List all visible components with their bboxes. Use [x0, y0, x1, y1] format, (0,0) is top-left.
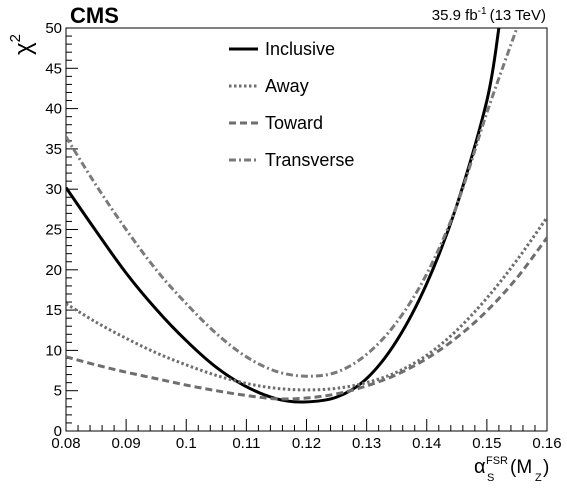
x-tick-label: 0.11 [232, 435, 260, 452]
x-axis-argument-open: (M [510, 457, 532, 478]
legend-label-away: Away [265, 76, 309, 96]
y-tick-label: 35 [45, 141, 62, 158]
y-tick-label: 15 [45, 302, 62, 319]
x-axis-title: α FSR S (M Z ) [474, 455, 549, 484]
y-tick-label: 20 [45, 262, 62, 279]
x-tick-label: 0.16 [532, 435, 561, 452]
y-tick-label: 50 [45, 20, 62, 37]
x-tick-label: 0.15 [472, 435, 501, 452]
y-tick-label: 30 [45, 181, 62, 198]
x-axis-ticks: 0.08 0.09 0.1 0.11 0.12 0.13 0.14 0.15 0.16 [51, 419, 562, 452]
y-axis-superscript: 2 [7, 34, 24, 42]
y-tick-label: 40 [45, 101, 62, 118]
luminosity-value: 35.9 fb [432, 7, 478, 24]
legend-label-transverse: Transverse [265, 150, 354, 170]
y-axis-symbol: χ [10, 42, 37, 55]
y-axis-ticks: 0 5 10 15 20 25 30 35 40 45 50 [45, 20, 78, 440]
x-tick-label: 0.12 [292, 435, 321, 452]
x-axis-argument-subscript: Z [535, 472, 542, 484]
x-axis-superscript: FSR [486, 455, 508, 467]
x-tick-label: 0.08 [51, 435, 80, 452]
x-axis-symbol: α [474, 456, 486, 478]
y-tick-label: 45 [45, 60, 62, 77]
series-line-toward [66, 236, 547, 401]
x-axis-subscript: S [487, 472, 494, 484]
experiment-label: CMS [70, 3, 119, 28]
y-axis-title: χ2 [7, 34, 37, 55]
y-tick-label: 0 [54, 423, 62, 440]
svg-text:χ2: χ2 [7, 34, 37, 55]
series-curves [66, 28, 547, 404]
y-tick-label: 10 [45, 342, 62, 359]
legend: Inclusive Away Toward Transverse [229, 39, 354, 170]
y-tick-label: 25 [45, 222, 62, 239]
luminosity-label: 35.9 fb-1 (13 TeV) [432, 6, 546, 24]
luminosity-energy: (13 TeV) [490, 7, 546, 24]
y-tick-label: 5 [54, 383, 62, 400]
legend-label-toward: Toward [265, 113, 323, 133]
luminosity-exponent: -1 [478, 6, 487, 17]
legend-label-inclusive: Inclusive [265, 39, 335, 59]
series-line-away [66, 216, 547, 392]
x-tick-label: 0.13 [352, 435, 381, 452]
x-axis-argument-close: ) [543, 457, 549, 478]
x-tick-label: 0.09 [112, 435, 141, 452]
x-tick-label: 0.1 [176, 435, 197, 452]
x-tick-label: 0.14 [412, 435, 441, 452]
series-line-transverse [66, 28, 519, 378]
